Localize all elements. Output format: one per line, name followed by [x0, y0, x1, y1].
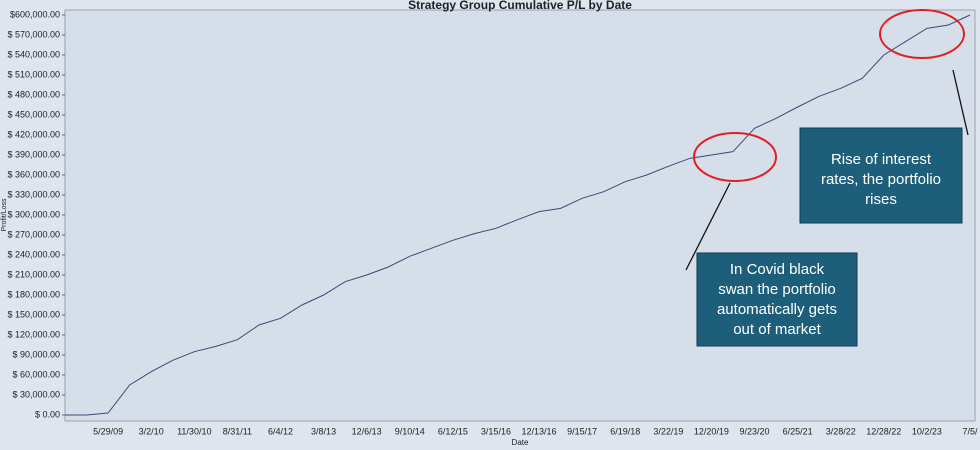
pointer-line: [685, 182, 731, 271]
x-tick-label: 12/13/16: [522, 426, 557, 436]
x-tick-label: 12/20/19: [694, 426, 729, 436]
y-tick-label: $ 510,000.00: [7, 69, 60, 79]
y-tick-label: $ 360,000.00: [7, 169, 60, 179]
marks: [62, 14, 971, 416]
annotation-box: [696, 252, 858, 347]
x-tick-label: 12/28/22: [866, 426, 901, 436]
x-tick-label: 9/23/20: [740, 426, 770, 436]
x-tick-label: 8/31/11: [223, 426, 252, 436]
annotation-text: swan the portfolio: [718, 281, 836, 298]
annotation-text: Rise of interest: [831, 151, 932, 168]
x-tick-label: 6/25/21: [783, 426, 813, 436]
annotation-text: rates, the portfolio: [821, 171, 941, 188]
y-tick-label: $ 60,000.00: [12, 369, 60, 379]
annotation-text: rises: [865, 191, 897, 208]
y-tick-label: $ 210,000.00: [7, 269, 60, 279]
annotation-text: In Covid black: [730, 261, 825, 278]
x-tick-label: 6/19/18: [610, 426, 640, 436]
x-tick-label: 3/8/13: [311, 426, 336, 436]
y-tick-label: $ 180,000.00: [7, 289, 60, 299]
x-tick-label: 9/15/17: [567, 426, 597, 436]
x-axis-label: Date: [512, 438, 529, 447]
x-tick-label: 3/28/22: [826, 426, 856, 436]
y-tick-label: $ 540,000.00: [7, 49, 60, 59]
y-tick-label: $ 90,000.00: [12, 349, 60, 359]
y-tick-label: $ 390,000.00: [7, 149, 60, 159]
y-tick-label: $ 30,000.00: [12, 389, 60, 399]
x-tick-label: 3/15/16: [481, 426, 511, 436]
x-tick-label: 3/2/10: [139, 426, 164, 436]
annotation-text: automatically gets: [717, 301, 837, 318]
y-tick-label: $ 120,000.00: [7, 329, 60, 339]
y-tick-label: $ 570,000.00: [7, 29, 60, 39]
annotation-text: out of market: [733, 321, 821, 338]
x-tick-label: 7/5/: [962, 426, 978, 436]
y-axis-label: Profit/Loss: [1, 198, 8, 232]
y-tick-label: $ 300,000.00: [7, 209, 60, 219]
highlight-ellipse: [879, 9, 965, 59]
annotation-box: [799, 127, 963, 224]
y-tick-label: $ 150,000.00: [7, 309, 60, 319]
x-tick-label: 12/6/13: [352, 426, 382, 436]
annotations: In Covid black swan the portfolio automati…: [717, 151, 941, 338]
pointer-line: [952, 69, 969, 136]
pl-line: [65, 14, 971, 416]
x-tick-label: 3/22/19: [653, 426, 683, 436]
y-tick-label: $ 420,000.00: [7, 129, 60, 139]
y-tick-label: $600,000.00: [10, 9, 60, 19]
x-tick-label: 5/29/09: [93, 426, 123, 436]
highlight-ellipse: [693, 132, 777, 182]
y-tick-label: $ 0.00: [35, 409, 60, 419]
x-tick-label: 6/12/15: [438, 426, 468, 436]
y-tick-label: $ 450,000.00: [7, 109, 60, 119]
y-tick-label: $ 270,000.00: [7, 229, 60, 239]
x-tick-label: 9/10/14: [395, 426, 425, 436]
y-tick-label: $ 480,000.00: [7, 89, 60, 99]
chart-title: Strategy Group Cumulative P/L by Date: [408, 0, 632, 12]
x-tick-label: 11/30/10: [177, 426, 211, 436]
x-tick-label: 10/2/23: [912, 426, 942, 436]
y-tick-label: $ 240,000.00: [7, 249, 60, 259]
x-tick-label: 6/4/12: [268, 426, 293, 436]
y-tick-label: $ 330,000.00: [7, 189, 60, 199]
